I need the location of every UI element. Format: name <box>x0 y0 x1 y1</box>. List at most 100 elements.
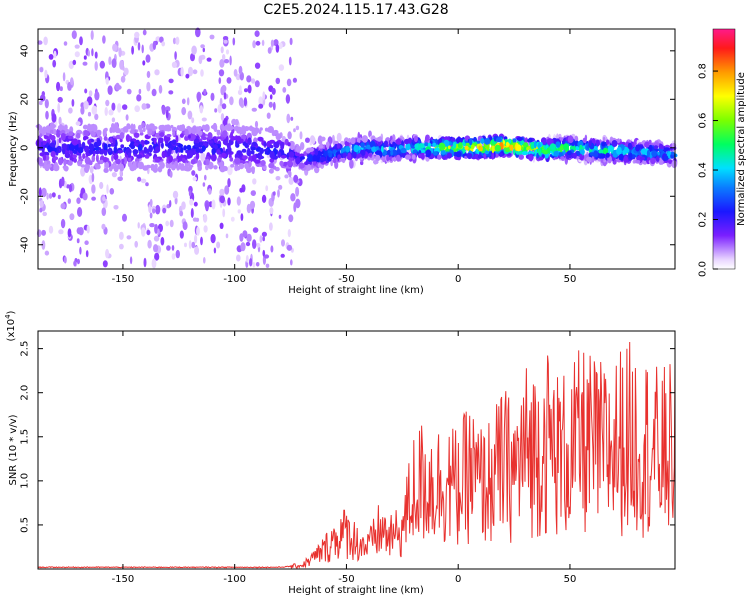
heatmap-cell <box>595 139 600 147</box>
heatmap-cell <box>144 140 150 145</box>
heatmap-cell <box>290 259 293 266</box>
heatmap-cell <box>85 250 89 258</box>
heatmap-cell <box>237 209 241 214</box>
heatmap-cell <box>215 136 222 140</box>
heatmap-cell <box>202 213 208 223</box>
heatmap-cell <box>440 149 446 155</box>
heatmap-cell <box>195 152 200 160</box>
heatmap-cell <box>38 100 43 106</box>
heatmap-cell <box>197 93 201 103</box>
heatmap-cell <box>146 229 151 236</box>
heatmap-cell <box>165 140 169 145</box>
heatmap-cell <box>104 107 108 116</box>
heatmap-cell <box>53 165 60 172</box>
heatmap-cell <box>146 148 150 155</box>
heatmap-cell <box>239 152 242 157</box>
heatmap-cell <box>306 164 312 171</box>
heatmap-cell <box>43 36 48 46</box>
heatmap-cell <box>420 152 425 160</box>
heatmap-cell <box>244 88 248 93</box>
heatmap-cell <box>324 149 328 157</box>
heatmap-cell <box>266 112 271 119</box>
heatmap-cell <box>299 131 303 140</box>
heatmap-cell <box>228 146 232 154</box>
heatmap-cell <box>277 189 280 198</box>
heatmap-cell <box>591 156 595 163</box>
heatmap-cell <box>78 160 82 165</box>
heatmap-cell <box>265 185 269 192</box>
heatmap-cell <box>671 160 678 169</box>
heatmap-cell <box>269 94 273 100</box>
heatmap-cell <box>160 142 164 149</box>
heatmap-cell <box>50 135 56 141</box>
heatmap-cell <box>559 145 563 153</box>
heatmap-cell <box>232 37 236 46</box>
heatmap-cell <box>252 178 257 185</box>
heatmap-frame <box>37 28 676 270</box>
heatmap-cell <box>512 138 517 143</box>
heatmap-cell <box>395 138 402 145</box>
heatmap-cell <box>160 236 165 246</box>
heatmap-cell <box>252 239 257 250</box>
heatmap-cell <box>39 207 43 213</box>
heatmap-cell <box>188 240 192 249</box>
heatmap-cell <box>392 149 397 156</box>
heatmap-cell <box>391 157 398 162</box>
heatmap-cell <box>599 154 605 159</box>
heatmap-cell <box>175 249 180 259</box>
heatmap-cell <box>165 136 171 141</box>
heatmap-cell <box>264 151 270 155</box>
heatmap-cell <box>404 154 411 160</box>
heatmap-cell <box>516 137 523 141</box>
heatmap-cell <box>496 137 502 143</box>
heatmap-cell <box>518 154 524 160</box>
heatmap-cell <box>195 147 201 153</box>
heatmap-cell <box>298 162 305 169</box>
heatmap-cell <box>267 128 272 133</box>
heatmap-cell <box>601 142 606 147</box>
heatmap-cell <box>44 99 49 109</box>
heatmap-cell <box>325 141 330 149</box>
heatmap-cell <box>473 136 477 143</box>
heatmap-cell <box>258 103 264 109</box>
heatmap-cell <box>269 144 274 149</box>
heatmap-cell <box>516 144 522 152</box>
snr-scale-suffix: ) <box>6 310 17 314</box>
heatmap-cell <box>91 155 96 163</box>
heatmap-cell <box>505 141 510 147</box>
heatmap-cell <box>74 44 80 49</box>
heatmap-cell <box>39 133 43 138</box>
heatmap-cell <box>220 113 225 122</box>
heatmap-cell <box>186 97 190 106</box>
heatmap-cell <box>145 164 152 169</box>
heatmap-cell <box>171 61 177 68</box>
heatmap-cell <box>238 97 244 107</box>
heatmap-cell <box>491 152 495 160</box>
heatmap-cell <box>310 136 316 145</box>
heatmap-cell <box>211 147 216 155</box>
heatmap-cell <box>474 153 479 160</box>
heatmap-cell <box>618 153 624 161</box>
heatmap-cell <box>165 106 171 112</box>
heatmap-cell <box>107 143 111 148</box>
heatmap-cell <box>111 154 114 162</box>
heatmap-cell <box>151 258 157 269</box>
heatmap-cell <box>133 132 140 138</box>
heatmap-cell <box>153 150 158 154</box>
heatmap-cell <box>172 37 177 45</box>
heatmap-cell <box>67 135 74 140</box>
heatmap-cell <box>179 210 184 217</box>
heatmap-cell <box>236 254 241 262</box>
heatmap-cell <box>254 159 261 164</box>
heatmap-cell <box>483 138 491 145</box>
heatmap-cell <box>433 151 438 156</box>
heatmap-cell <box>347 152 352 161</box>
heatmap-cell <box>261 39 265 47</box>
colorbar-tick-label: 0.6 <box>698 113 709 129</box>
heatmap-cell <box>103 136 108 141</box>
heatmap-cell <box>200 152 206 162</box>
heatmap-cell <box>83 136 89 140</box>
heatmap-cell <box>67 228 72 238</box>
heatmap-cell <box>549 143 556 150</box>
